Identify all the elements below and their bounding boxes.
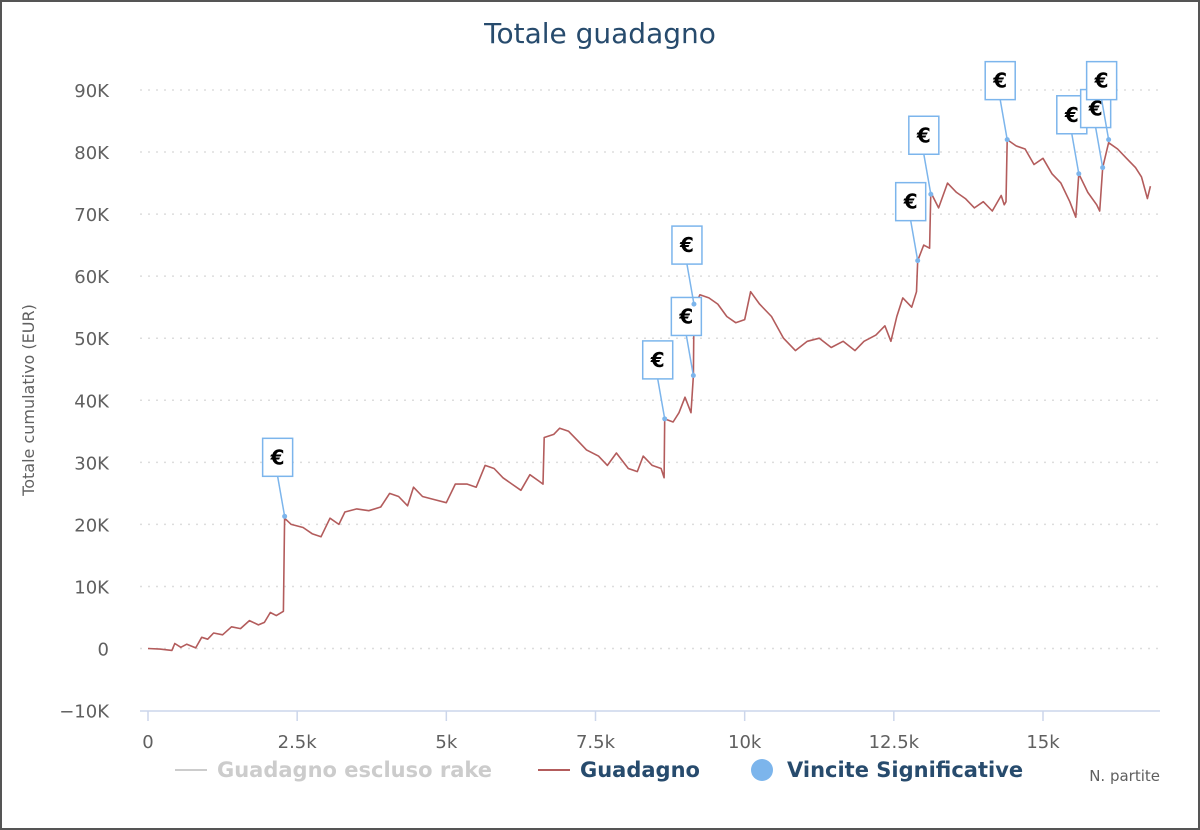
flag-label: €: [270, 445, 285, 469]
flag-connector: [656, 378, 666, 420]
flag-connector: [686, 263, 695, 305]
flag-marker: €: [641, 340, 674, 422]
legend-item[interactable]: Guadagno escluso rake: [175, 758, 492, 782]
flag-marker: €: [894, 181, 927, 264]
flag-marker: €: [984, 60, 1016, 143]
y-tick-label: 70K: [74, 205, 110, 226]
flag-connector: [685, 335, 695, 376]
x-tick-label: 12.5k: [869, 732, 920, 753]
flag-marker: €: [1056, 95, 1088, 177]
flag-label: €: [916, 123, 931, 147]
flag-point: [915, 258, 921, 264]
y-tick-label: 10K: [74, 577, 110, 598]
flag-label: €: [1064, 103, 1079, 127]
flag-label: €: [1094, 69, 1109, 93]
flag-point: [1076, 171, 1082, 177]
y-tick-label: 80K: [74, 143, 110, 164]
x-axis-title: N. partite: [1089, 767, 1160, 785]
flag-connector: [923, 154, 932, 195]
flag-label: €: [1088, 97, 1103, 121]
flag-box: [984, 60, 1016, 101]
flag-label: €: [679, 233, 694, 257]
y-tick-label: 30K: [74, 453, 110, 474]
y-tick-label: 60K: [74, 267, 110, 288]
legend-label: Vincite Significative: [787, 758, 1023, 782]
flag-label: €: [903, 190, 918, 214]
x-tick-label: 7.5k: [576, 732, 616, 753]
flag-box: [908, 115, 940, 156]
y-tick-label: 40K: [74, 391, 110, 412]
flag-box: [894, 181, 927, 222]
flag-marker: €: [670, 296, 703, 378]
legend-item[interactable]: Vincite Significative: [751, 758, 1023, 782]
flags-group: € € € € € € € € € €: [261, 60, 1118, 519]
flag-point: [1100, 165, 1106, 171]
flag-point: [928, 191, 934, 197]
chart-title: Totale guadagno: [483, 17, 716, 50]
y-tick-label: 20K: [74, 515, 110, 536]
flag-connector: [1094, 127, 1104, 168]
flag-label: €: [678, 304, 693, 328]
flag-box: [641, 340, 674, 380]
flag-box: [1085, 60, 1118, 101]
flag-connector: [1071, 133, 1080, 174]
flag-point: [690, 372, 696, 378]
flag-point: [662, 416, 668, 422]
y-axis-ticks: −10K 0 10K 20K 30K 40K 50K 60K 70K 80K 90K: [59, 81, 110, 723]
grid-lines: [140, 89, 1160, 650]
flag-point: [1106, 137, 1112, 143]
flag-label: €: [650, 348, 665, 372]
x-tick-label: 5k: [435, 732, 457, 753]
legend-label: Guadagno: [580, 758, 700, 782]
x-tick-label: 2.5k: [278, 732, 318, 753]
flag-connector: [276, 476, 286, 517]
flag-marker: €: [1085, 60, 1118, 143]
flag-connector: [1100, 99, 1110, 140]
legend[interactable]: Guadagno escluso rake Guadagno Vincite Sig…: [175, 758, 1023, 782]
x-tick-label: 10k: [728, 732, 762, 753]
flag-marker: €: [908, 115, 940, 197]
flag-marker: €: [671, 225, 703, 307]
y-tick-label: 50K: [74, 329, 110, 350]
y-axis-title: Totale cumulativo (EUR): [19, 304, 38, 497]
y-tick-label: −10K: [59, 702, 110, 723]
flag-point: [691, 301, 697, 307]
y-tick-label: 90K: [74, 81, 110, 102]
x-axis: 0 2.5k 5k 7.5k 10k 12.5k 15k: [140, 710, 1160, 753]
flag-label: €: [992, 69, 1007, 93]
flag-connector: [909, 220, 919, 261]
flag-point: [1004, 137, 1010, 143]
legend-symbol-circle: [751, 759, 773, 781]
legend-label: Guadagno escluso rake: [217, 758, 492, 782]
x-tick-label: 0: [142, 732, 153, 753]
series-group: [147, 138, 1152, 652]
x-tick-label: 15k: [1026, 732, 1060, 753]
flag-box: [261, 437, 294, 478]
y-tick-label: 0: [98, 640, 109, 661]
flag-connector: [999, 99, 1008, 140]
flag-point: [282, 513, 288, 519]
legend-item[interactable]: Guadagno: [538, 758, 700, 782]
flag-box: [671, 225, 703, 265]
series-line-guadagno: [147, 138, 1152, 652]
flag-marker: €: [261, 437, 294, 519]
